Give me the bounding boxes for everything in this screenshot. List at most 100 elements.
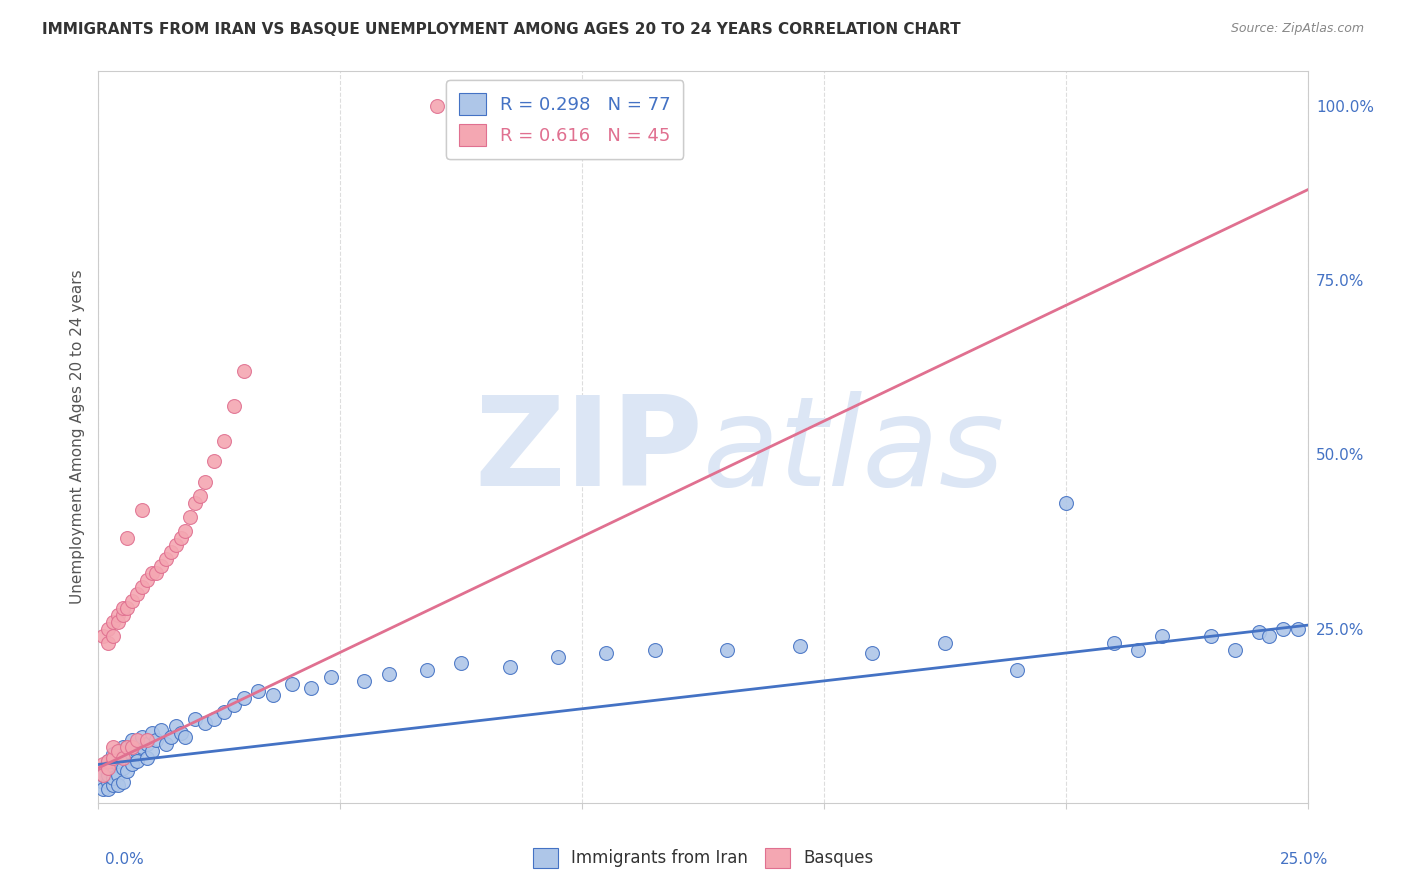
Point (121, 594, 143, 608)
Point (416, 664, 439, 678)
Legend: R = 0.298   N = 77, R = 0.616   N = 45: R = 0.298 N = 77, R = 0.616 N = 45 (446, 80, 683, 159)
Point (222, 399, 245, 413)
Point (860, 646, 883, 660)
Point (595, 646, 617, 660)
Point (174, 524, 197, 538)
Point (212, 434, 235, 448)
Point (789, 639, 811, 653)
Point (97, 761, 120, 775)
Point (160, 545, 183, 559)
Point (91, 629, 114, 643)
Point (165, 538, 187, 552)
Point (547, 649, 569, 664)
Point (353, 673, 375, 688)
Point (117, 740, 139, 755)
Point (194, 475, 217, 490)
Point (97, 622, 120, 636)
Point (107, 743, 129, 757)
Legend: Immigrants from Iran, Basques: Immigrants from Iran, Basques (526, 841, 880, 875)
Point (934, 635, 956, 649)
Text: 0.0%: 0.0% (105, 852, 145, 867)
Point (194, 715, 217, 730)
Point (644, 642, 666, 657)
Point (97, 775, 120, 789)
Point (101, 750, 124, 764)
Point (91, 781, 114, 796)
Y-axis label: Unemployment Among Ages 20 to 24 years: Unemployment Among Ages 20 to 24 years (69, 269, 84, 605)
Point (111, 740, 134, 755)
Point (1152, 629, 1174, 643)
Point (184, 496, 207, 510)
Point (1128, 642, 1150, 657)
Point (101, 778, 124, 792)
Point (127, 733, 149, 747)
Point (111, 750, 134, 764)
Point (101, 740, 124, 755)
Point (107, 747, 129, 761)
Point (131, 730, 153, 744)
Point (107, 768, 129, 782)
Point (1102, 635, 1125, 649)
Point (1223, 642, 1246, 657)
Point (174, 730, 197, 744)
Text: Source: ZipAtlas.com: Source: ZipAtlas.com (1230, 22, 1364, 36)
Point (111, 600, 134, 615)
Point (117, 764, 139, 779)
Point (111, 761, 134, 775)
Point (117, 600, 139, 615)
Point (1054, 496, 1077, 510)
Point (141, 726, 163, 740)
Point (169, 531, 191, 545)
Point (145, 733, 167, 747)
Point (97, 635, 120, 649)
Point (498, 660, 520, 674)
Point (1257, 629, 1279, 643)
Point (101, 629, 124, 643)
Point (141, 743, 163, 757)
Point (117, 740, 139, 755)
Text: ZIP: ZIP (474, 392, 703, 512)
Point (121, 757, 143, 772)
Point (204, 454, 226, 468)
Point (262, 688, 284, 702)
Point (160, 730, 183, 744)
Point (377, 667, 399, 681)
Point (232, 364, 254, 378)
Point (111, 607, 134, 622)
Point (97, 757, 120, 772)
Text: atlas: atlas (703, 392, 1005, 512)
Point (91, 775, 114, 789)
Point (121, 733, 143, 747)
Point (131, 580, 153, 594)
Point (91, 768, 114, 782)
Point (188, 489, 211, 503)
Point (281, 677, 304, 691)
Point (184, 712, 207, 726)
Point (101, 615, 124, 629)
Point (111, 754, 134, 768)
Point (107, 778, 129, 792)
Point (91, 761, 114, 775)
Point (1199, 629, 1222, 643)
Point (1249, 625, 1271, 640)
Point (319, 670, 342, 684)
Point (131, 740, 153, 755)
Point (135, 750, 157, 764)
Point (155, 552, 177, 566)
Point (127, 754, 149, 768)
Point (426, 99, 449, 113)
Point (97, 781, 120, 796)
Point (145, 566, 167, 580)
Point (232, 691, 254, 706)
Point (135, 733, 157, 747)
Point (101, 772, 124, 786)
Point (91, 757, 114, 772)
Point (1007, 664, 1029, 678)
Point (117, 750, 139, 764)
Point (1272, 622, 1295, 636)
Point (117, 531, 139, 545)
Point (247, 684, 270, 698)
Text: 25.0%: 25.0% (1281, 852, 1329, 867)
Point (141, 566, 163, 580)
Point (101, 761, 124, 775)
